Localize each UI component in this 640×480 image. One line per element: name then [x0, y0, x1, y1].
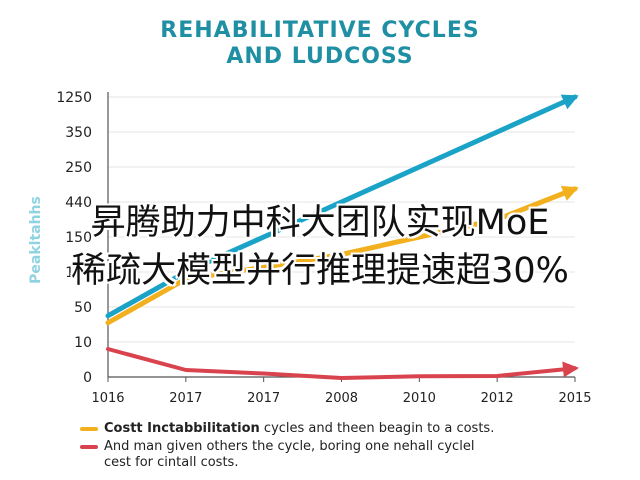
y-tick-label: 250 [65, 160, 92, 176]
legend-entry-1-bold: Costt Inctabbilitation [104, 421, 260, 436]
x-tick-label: 1016 [91, 391, 124, 406]
legend-swatch-yellow [80, 426, 98, 431]
y-tick-label: 10 [74, 335, 92, 351]
y-tick-label: 100 [65, 265, 92, 281]
x-tick-label: 2015 [558, 391, 591, 406]
series-3-arrowhead [562, 361, 579, 378]
y-tick-label: 0 [83, 370, 92, 386]
legend-entry-2-text: And man given others the cycle, boring o… [104, 439, 475, 454]
chart-title-line-1: REHABILITATIVE CYCLES [160, 18, 480, 43]
y-tick-label: 350 [65, 125, 92, 141]
legend-entry-2: And man given others the cycle, boring o… [80, 439, 474, 454]
legend-entry-1-text: cycles and theen beagin to a costs. [263, 421, 495, 436]
x-tick-labels: 1016 2017 2017 2008 2010 2012 2015 [91, 377, 592, 406]
y-axis-label: Peakltahhs [28, 196, 44, 284]
x-tick-label: 2008 [325, 391, 358, 406]
headline-overlay-line-2: 稀疏大模型并行推理提速超30% [71, 251, 569, 291]
y-tick-label: 150 [65, 230, 92, 246]
legend-entry-1: Costt Inctabbilitation cycles and theen … [80, 421, 494, 436]
x-tick-label: 2012 [481, 391, 514, 406]
y-tick-label: 1250 [56, 90, 92, 106]
legend-swatch-red [80, 444, 98, 449]
series-2-arrowhead [560, 185, 579, 201]
chart-title-line-2: AND LUDCOSS [226, 44, 414, 69]
series-line-3 [106, 347, 577, 381]
y-tick-label: 50 [74, 300, 92, 316]
headline-overlay-line-1: 昇腾助力中科大团队实现MoE [90, 203, 550, 243]
legend-entry-3-text: cest for cintall costs. [104, 455, 239, 470]
series-1-arrowhead [560, 94, 579, 110]
series-lines [105, 94, 579, 381]
x-tick-label: 2017 [169, 391, 202, 406]
x-tick-label: 2017 [247, 391, 280, 406]
x-tick-label: 2010 [403, 391, 436, 406]
y-tick-label: 440 [65, 195, 92, 211]
legend-entry-3: cest for cintall costs. [104, 455, 238, 470]
